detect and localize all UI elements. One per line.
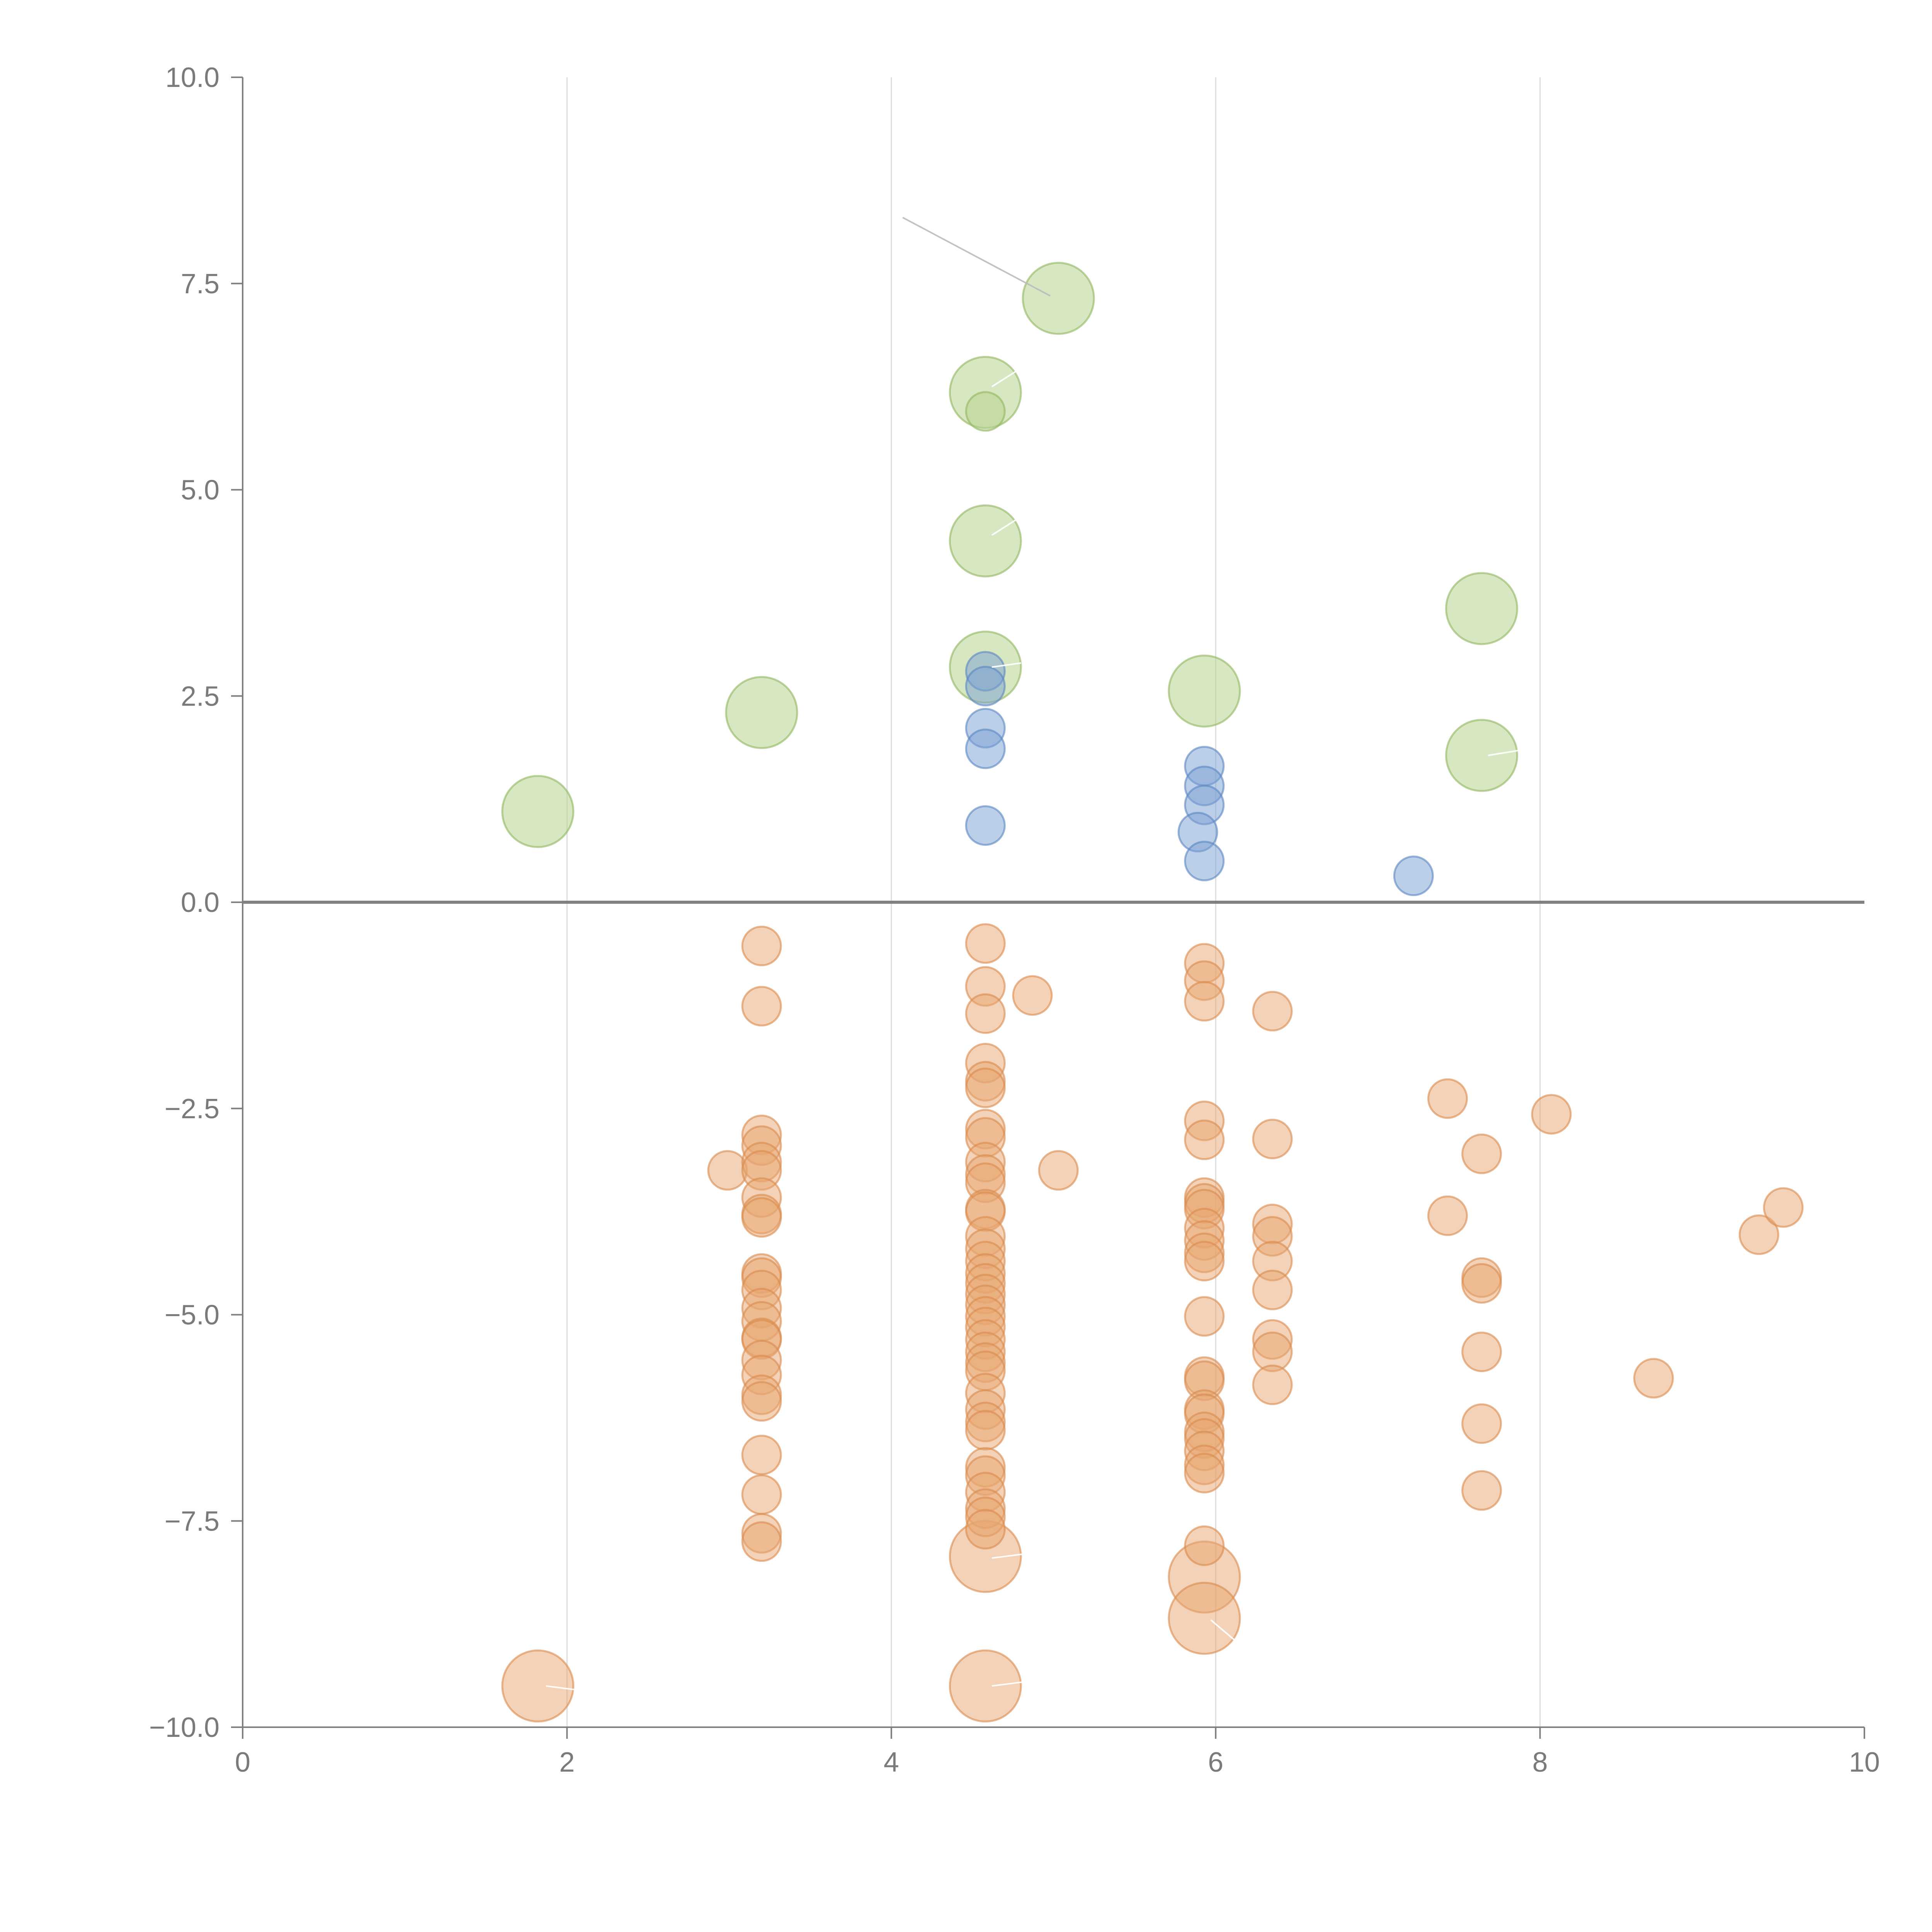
green-point (949, 504, 1022, 578)
orange-point (741, 986, 782, 1027)
orange-point (1168, 1582, 1241, 1655)
orange-point (1461, 1403, 1502, 1444)
label-leader-line (546, 1685, 579, 1691)
x-tick-label: 8 (1532, 1747, 1548, 1778)
green-point (1445, 719, 1519, 792)
y-tick-label: 0.0 (181, 887, 219, 918)
label-leader-line (1210, 1619, 1236, 1641)
y-axis-ticks: 10.0 7.5 5.0 2.5 0.0 −2.5 −5.0 −7.5 −10.0 (149, 62, 243, 1743)
x-tick-label: 2 (559, 1747, 575, 1778)
orange-point (741, 925, 782, 966)
orange-point (1184, 1452, 1225, 1493)
orange-point (1184, 1525, 1225, 1566)
blue-point (1184, 840, 1225, 881)
y-tick-label: 7.5 (181, 269, 219, 299)
orange-point (965, 1509, 1006, 1550)
x-tick-label: 6 (1208, 1747, 1223, 1778)
orange-point (965, 923, 1006, 964)
blue-point (965, 728, 1006, 769)
orange-point (1461, 1263, 1502, 1304)
y-tick-label: 10.0 (165, 62, 219, 93)
orange-point (741, 1474, 782, 1515)
label-leader-line (991, 518, 1019, 536)
orange-point (1461, 1470, 1502, 1511)
orange-point (1252, 1269, 1293, 1310)
orange-point (1252, 1364, 1293, 1405)
orange-point (1252, 1119, 1293, 1160)
green-point (1445, 572, 1519, 645)
orange-point (741, 1197, 782, 1238)
orange-point (965, 993, 1006, 1034)
orange-point (1461, 1332, 1502, 1372)
green-point (501, 775, 575, 848)
label-leader-line (1488, 749, 1524, 756)
x-tick-label: 0 (235, 1747, 250, 1778)
green-point (965, 391, 1006, 432)
orange-point (741, 1381, 782, 1422)
orange-point (1184, 1296, 1225, 1337)
data-points (501, 262, 1804, 1723)
orange-point (1012, 975, 1053, 1016)
orange-point (1461, 1133, 1502, 1174)
green-point (1168, 654, 1241, 728)
y-tick-label: −7.5 (165, 1506, 219, 1537)
orange-point (501, 1649, 575, 1723)
orange-point (965, 1067, 1006, 1108)
orange-point (707, 1150, 748, 1191)
orange-point (1184, 1119, 1225, 1160)
orange-point (1184, 1241, 1225, 1282)
orange-point (1427, 1078, 1468, 1119)
orange-point (741, 1434, 782, 1475)
label-leader-line (992, 1553, 1025, 1559)
y-tick-label: 5.0 (181, 475, 219, 506)
green-point (725, 676, 798, 749)
label-leader-line (992, 662, 1021, 668)
leader-lines (546, 217, 1524, 1691)
y-tick-label: −10.0 (149, 1712, 219, 1743)
x-axis-ticks: 0 2 4 6 8 10 (235, 1727, 1880, 1778)
blue-point (965, 666, 1006, 707)
orange-point (1252, 991, 1293, 1032)
orange-point (1038, 1150, 1079, 1191)
orange-point (1763, 1187, 1804, 1228)
x-tick-label: 4 (884, 1747, 899, 1778)
orange-point (741, 1521, 782, 1562)
blue-point (1393, 855, 1434, 896)
orange-point (1738, 1214, 1779, 1255)
orange-point (1184, 981, 1225, 1022)
y-tick-label: 2.5 (181, 681, 219, 712)
orange-point (965, 1410, 1006, 1451)
blue-point (965, 805, 1006, 846)
orange-point (1633, 1358, 1674, 1399)
orange-point (1531, 1094, 1572, 1135)
label-leader-line (992, 1681, 1025, 1687)
y-tick-label: −5.0 (165, 1300, 219, 1331)
label-leader-line (902, 217, 1051, 297)
label-leader-line (991, 369, 1019, 388)
orange-point (949, 1649, 1022, 1723)
green-point (1022, 262, 1095, 335)
orange-point (1427, 1195, 1468, 1236)
y-tick-label: −2.5 (165, 1094, 219, 1124)
x-tick-label: 10 (1849, 1747, 1880, 1778)
